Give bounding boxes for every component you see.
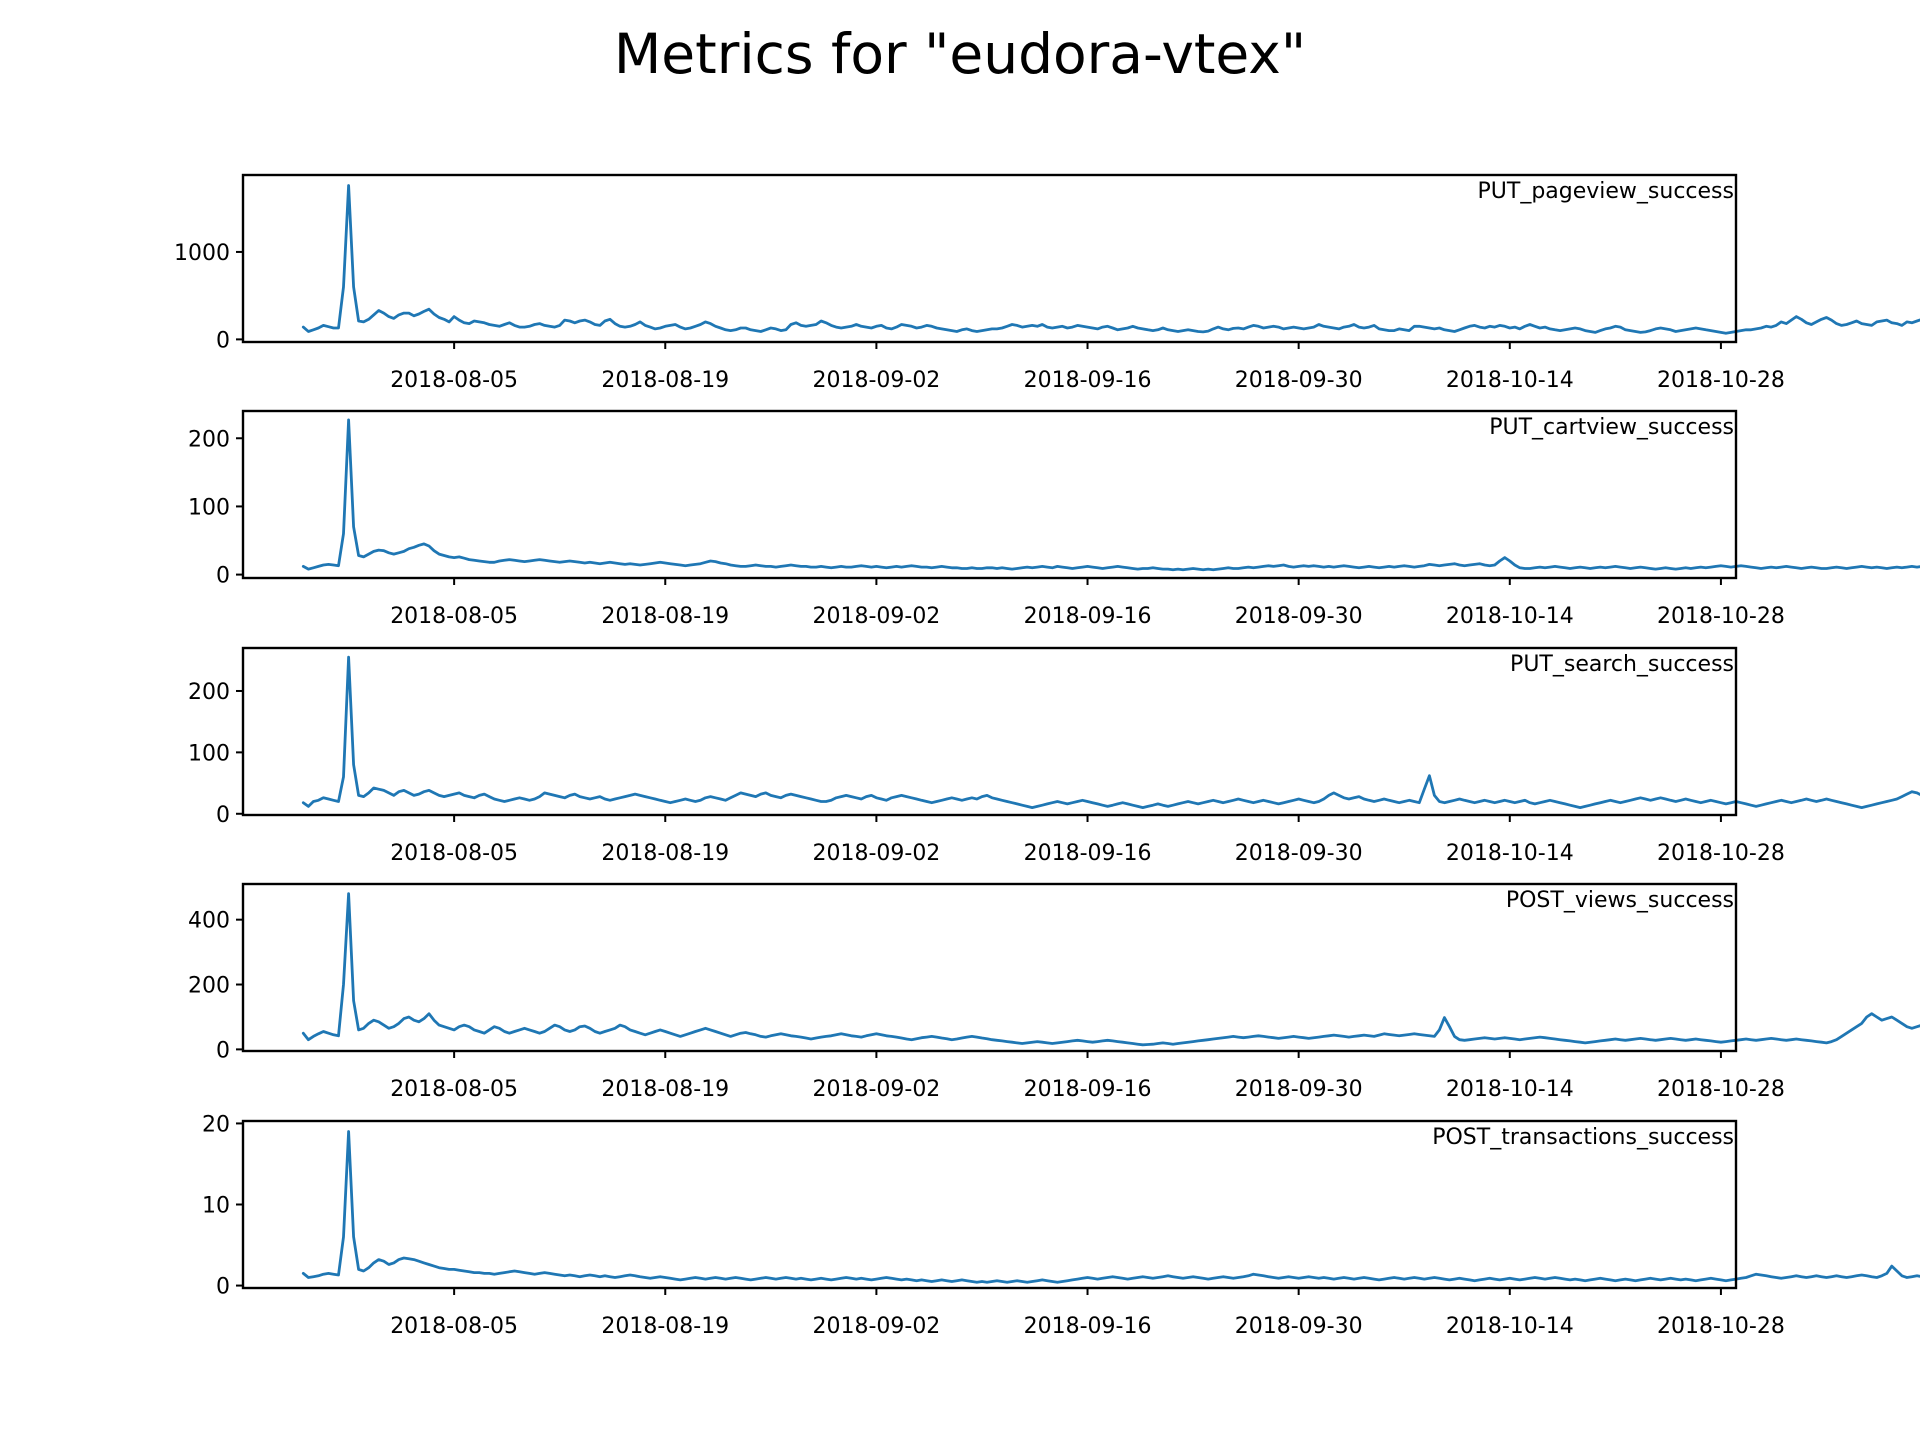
axes-frame bbox=[241, 882, 1738, 1053]
panel-label: PUT_search_success bbox=[1510, 652, 1734, 677]
y-tick-label: 10 bbox=[202, 1194, 230, 1219]
x-tick-label: 2018-08-05 bbox=[390, 1314, 518, 1339]
y-tick-label: 20 bbox=[202, 1112, 230, 1137]
panel-label: PUT_cartview_success bbox=[1489, 415, 1734, 440]
x-tick-label: 2018-10-14 bbox=[1446, 841, 1574, 866]
x-tick-label: 2018-08-19 bbox=[601, 1077, 729, 1102]
series-line-PUT_pageview_success bbox=[301, 184, 1920, 335]
x-tick-label: 2018-10-14 bbox=[1446, 368, 1574, 393]
x-tick-label: 2018-09-16 bbox=[1024, 368, 1152, 393]
y-tick-label: 100 bbox=[188, 741, 230, 766]
x-tick-label: 2018-09-30 bbox=[1235, 368, 1363, 393]
x-tick-label: 2018-08-19 bbox=[601, 368, 729, 393]
y-tick-label: 0 bbox=[216, 803, 230, 828]
y-tick-label: 200 bbox=[188, 427, 230, 452]
x-tick-label: 2018-09-02 bbox=[812, 368, 940, 393]
x-tick-label: 2018-08-19 bbox=[601, 604, 729, 629]
x-tick-label: 2018-09-16 bbox=[1024, 1077, 1152, 1102]
x-tick-label: 2018-10-14 bbox=[1446, 1077, 1574, 1102]
x-tick-label: 2018-08-19 bbox=[601, 841, 729, 866]
series-line-POST_views_success bbox=[301, 892, 1920, 1047]
x-tick-label: 2018-09-02 bbox=[812, 841, 940, 866]
axes-frame bbox=[241, 409, 1738, 580]
y-tick-label: 0 bbox=[216, 1038, 230, 1063]
chart-title: Metrics for "eudora-vtex" bbox=[614, 22, 1306, 86]
x-tick-label: 2018-10-28 bbox=[1657, 604, 1785, 629]
series-line-PUT_cartview_success bbox=[301, 418, 1920, 572]
x-tick-label: 2018-09-16 bbox=[1024, 841, 1152, 866]
x-tick-label: 2018-09-30 bbox=[1235, 1077, 1363, 1102]
x-tick-label: 2018-09-02 bbox=[812, 1314, 940, 1339]
x-tick-label: 2018-09-16 bbox=[1024, 604, 1152, 629]
x-tick-label: 2018-10-28 bbox=[1657, 368, 1785, 393]
panel-POST_transactions_success: 0 10 20 2018-08-05 2018-08-19 2018-09-02 2018-… bbox=[202, 1112, 1920, 1339]
x-tick-label: 2018-08-05 bbox=[390, 604, 518, 629]
x-tick-label: 2018-09-02 bbox=[812, 604, 940, 629]
series-line-POST_transactions_success bbox=[301, 1130, 1920, 1284]
x-tick-label: 2018-08-05 bbox=[390, 841, 518, 866]
x-tick-label: 2018-10-14 bbox=[1446, 1314, 1574, 1339]
x-tick-label: 2018-08-05 bbox=[390, 368, 518, 393]
panel-PUT_search_success: 0 100 200 2018-08-05 2018-08-19 2018-09-02 201… bbox=[188, 646, 1920, 866]
x-tick-label: 2018-09-16 bbox=[1024, 1314, 1152, 1339]
x-tick-label: 2018-08-05 bbox=[390, 1077, 518, 1102]
y-tick-label: 400 bbox=[188, 909, 230, 934]
y-tick-label: 1000 bbox=[174, 241, 230, 266]
panel-label: POST_transactions_success bbox=[1432, 1125, 1734, 1150]
panel-PUT_pageview_success: 0 1000 2018-08-05 2018-08-19 2018-09-02 2018-… bbox=[174, 173, 1920, 393]
x-tick-label: 2018-09-30 bbox=[1235, 841, 1363, 866]
y-tick-label: 200 bbox=[188, 974, 230, 999]
panel-POST_views_success: 0 200 400 2018-08-05 2018-08-19 2018-09-02 201… bbox=[188, 882, 1920, 1102]
series-line-PUT_search_success bbox=[301, 655, 1920, 809]
y-tick-label: 100 bbox=[188, 495, 230, 520]
x-tick-label: 2018-08-19 bbox=[601, 1314, 729, 1339]
x-tick-label: 2018-10-28 bbox=[1657, 1077, 1785, 1102]
x-tick-label: 2018-09-30 bbox=[1235, 604, 1363, 629]
y-tick-label: 0 bbox=[216, 564, 230, 589]
panel-label: POST_views_success bbox=[1506, 888, 1734, 913]
axes-frame bbox=[241, 173, 1738, 344]
y-tick-label: 0 bbox=[216, 328, 230, 353]
axes-frame bbox=[241, 646, 1738, 817]
x-tick-label: 2018-10-28 bbox=[1657, 841, 1785, 866]
y-tick-label: 200 bbox=[188, 680, 230, 705]
x-tick-label: 2018-09-30 bbox=[1235, 1314, 1363, 1339]
panel-label: PUT_pageview_success bbox=[1478, 179, 1734, 204]
x-tick-label: 2018-10-28 bbox=[1657, 1314, 1785, 1339]
x-tick-label: 2018-10-14 bbox=[1446, 604, 1574, 629]
y-tick-label: 0 bbox=[216, 1275, 230, 1300]
x-tick-label: 2018-09-02 bbox=[812, 1077, 940, 1102]
panel-PUT_cartview_success: 0 100 200 2018-08-05 2018-08-19 2018-09-02 201… bbox=[188, 409, 1920, 629]
